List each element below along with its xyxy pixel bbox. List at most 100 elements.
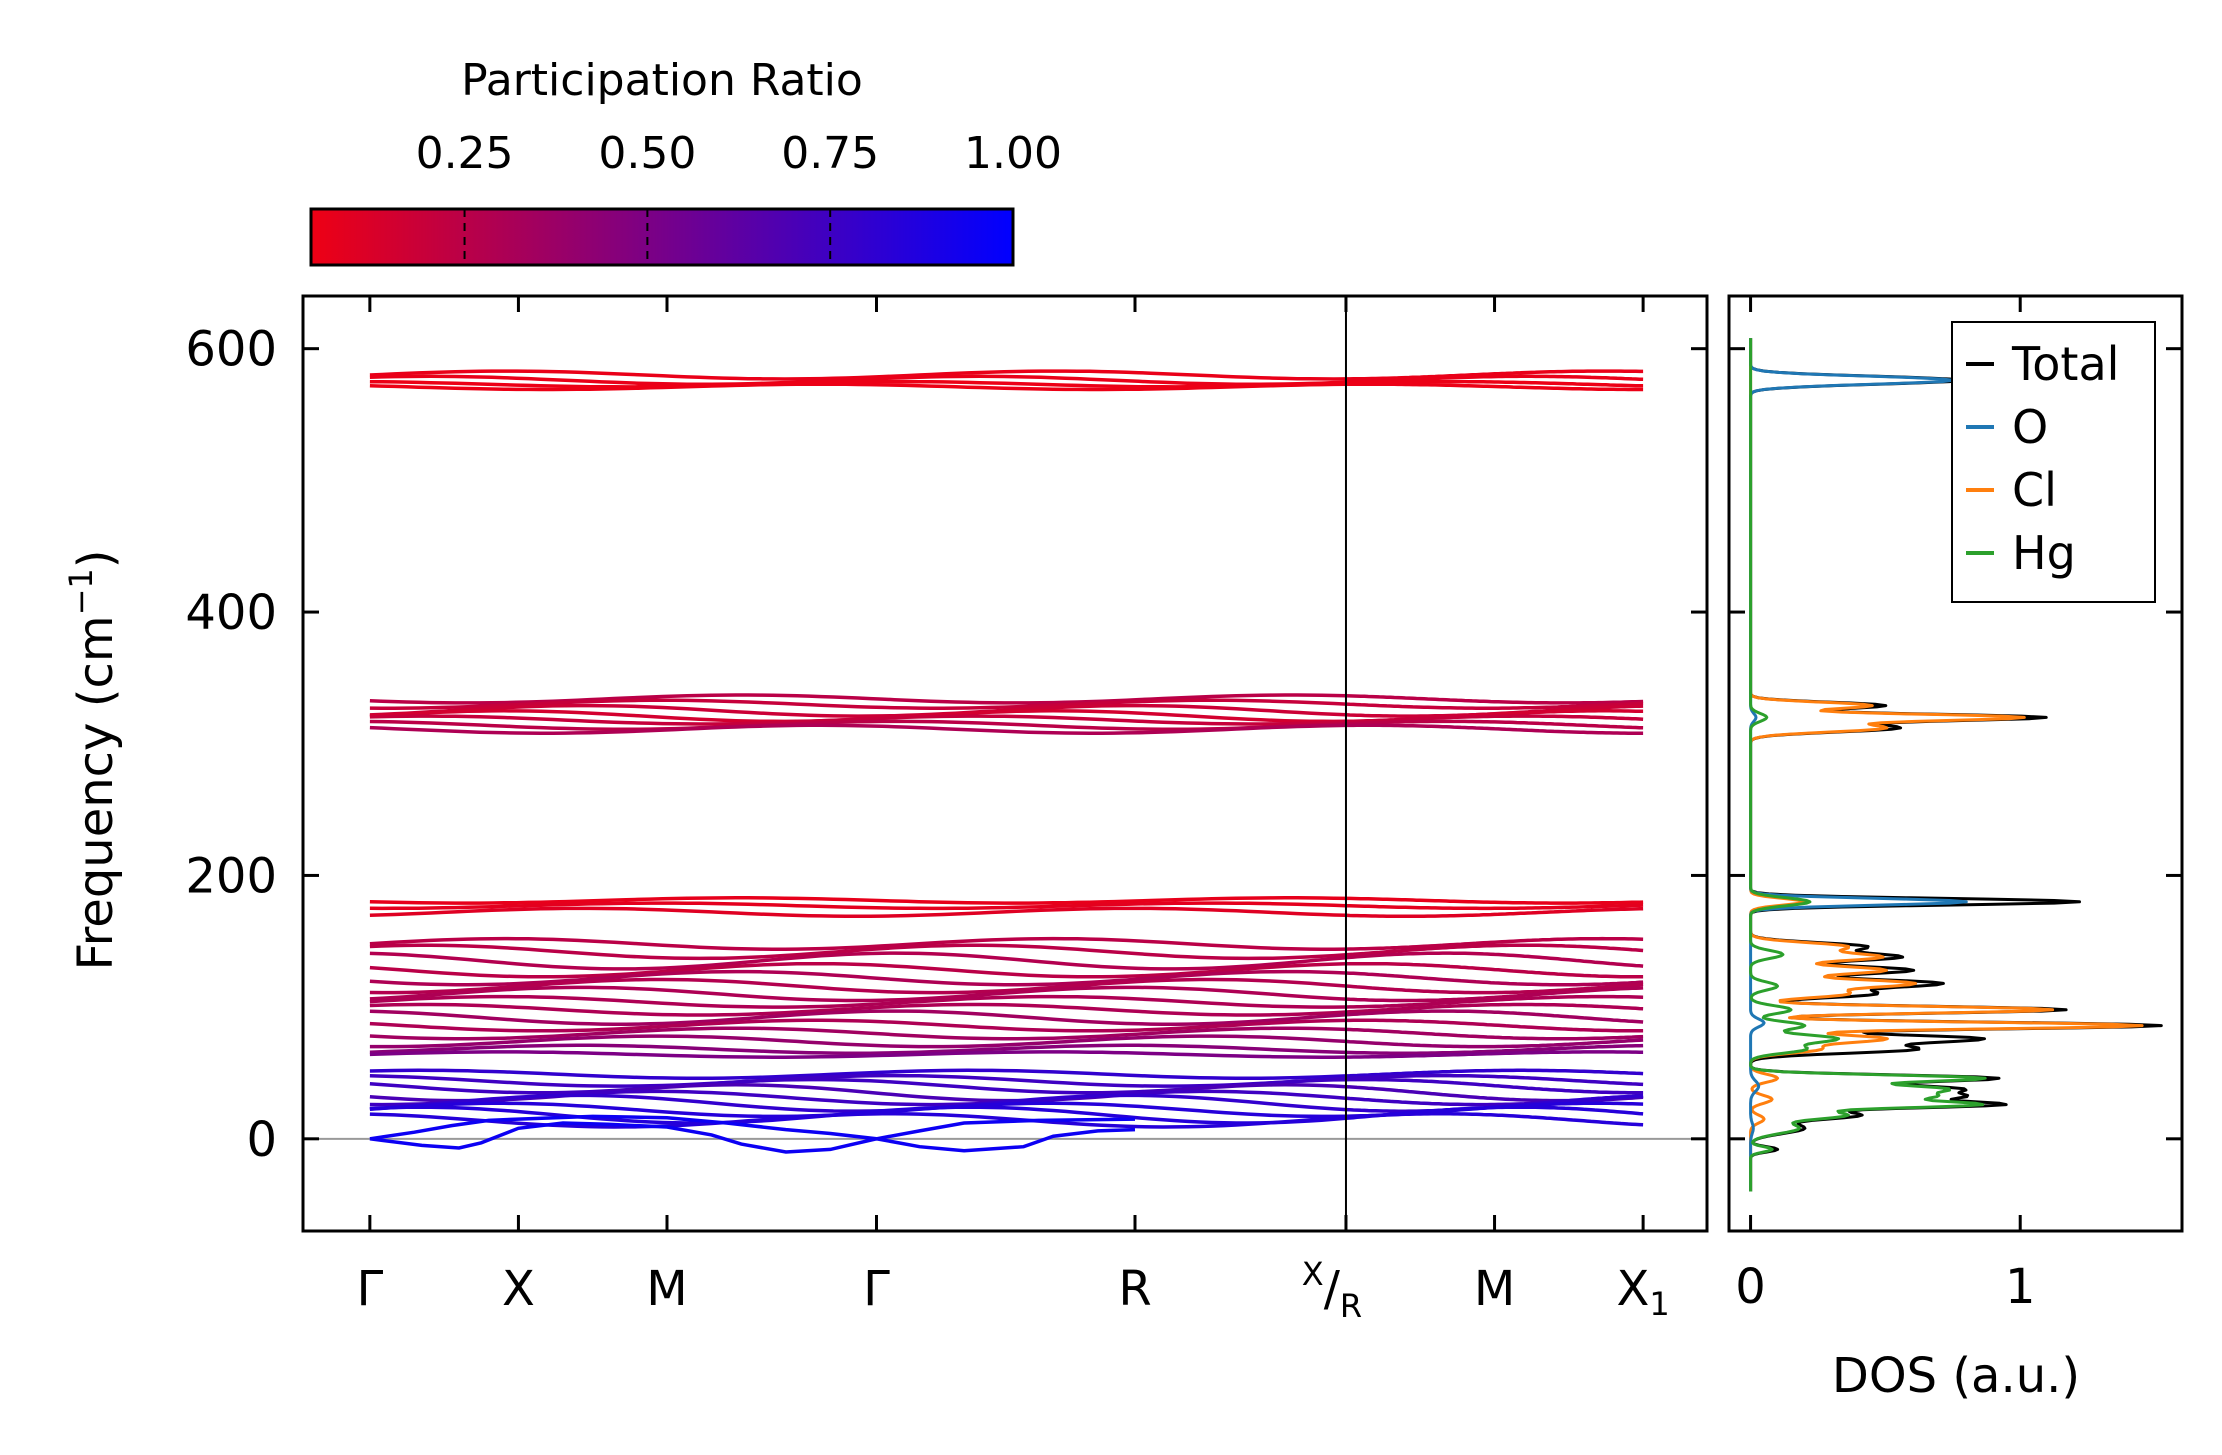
phonon-band <box>369 969 1347 987</box>
phonon-band <box>1345 1038 1644 1049</box>
k-label: X <box>502 1261 535 1317</box>
dos-axes-frame <box>1727 294 2184 1233</box>
phonon-band <box>1345 1043 1644 1055</box>
phonon-band <box>1345 971 1644 987</box>
phonon-band <box>1345 694 1644 705</box>
colorbar-tick-label: 1.00 <box>964 128 1062 179</box>
phonon-band <box>1345 379 1644 388</box>
phonon-band <box>1346 382 1644 392</box>
k-label: M <box>646 1261 687 1317</box>
phonon-band <box>1345 701 1644 710</box>
legend-label-o: O <box>2012 400 2048 454</box>
phonon-band <box>369 714 1347 726</box>
phonon-band <box>1345 994 1644 1009</box>
dos-line-o <box>1749 338 1968 1192</box>
phonon-band <box>1345 1068 1644 1078</box>
phonon-band <box>369 698 1347 710</box>
phonon-band <box>369 1034 1347 1049</box>
dos-line-hg <box>1749 338 1987 1192</box>
phonon-band <box>1345 951 1644 968</box>
phonon-band <box>369 369 1347 381</box>
band-axes: 0 200 400 600 Γ X M Γ R X/R M X1 <box>185 296 1707 1325</box>
band-axes-frame <box>301 294 1709 1233</box>
k-label: R <box>1118 1261 1151 1317</box>
phonon-band <box>1346 896 1644 905</box>
colorbar-bar <box>309 207 1015 267</box>
phonon-band <box>1345 1027 1644 1041</box>
phonon-band <box>369 896 1347 905</box>
phonon-band <box>369 1050 1347 1059</box>
phonon-band <box>369 723 1347 735</box>
phonon-band <box>369 943 1347 961</box>
legend-box <box>1951 321 2156 603</box>
y-tick-label: 0 <box>246 1112 277 1168</box>
band-ylabel: Frequency (cm−1) <box>62 549 124 970</box>
phonon-band <box>369 994 1347 1009</box>
dos-x-tick-label: 1 <box>2005 1259 2036 1315</box>
phonon-band <box>369 951 1347 971</box>
phonon-band <box>1345 1009 1644 1024</box>
phonon-band <box>369 977 1347 995</box>
phonon-band <box>369 1093 1347 1113</box>
phonon-band <box>1345 1112 1644 1127</box>
phonon-band <box>369 936 1347 951</box>
phonon-band <box>1345 1077 1644 1095</box>
phonon-band <box>1346 723 1644 735</box>
phonon-band <box>1346 369 1644 381</box>
legend-label-cl: Cl <box>2012 463 2057 517</box>
phonon-band <box>1346 1018 1644 1033</box>
phonon-band <box>1345 906 1644 919</box>
phonon-band <box>1345 1002 1644 1014</box>
phonon-band <box>369 1002 1347 1017</box>
phonon-band <box>369 1068 1347 1080</box>
phonon-band <box>1345 714 1644 724</box>
k-label: Γ <box>356 1261 383 1317</box>
phonon-band <box>369 1018 1347 1033</box>
colorbar-tick-label: 0.50 <box>598 128 696 179</box>
phonon-band <box>1345 374 1644 384</box>
y-tick-label: 600 <box>185 322 277 378</box>
y-tick-label: 400 <box>185 585 277 641</box>
phonon-band <box>369 1026 1347 1041</box>
y-tick-label: 200 <box>185 848 277 904</box>
phonon-band <box>1345 936 1644 951</box>
k-label: X/R <box>1302 1255 1362 1325</box>
phonon-band <box>369 719 1347 732</box>
k-label: M <box>1474 1261 1515 1317</box>
phonon-band <box>1345 986 1644 1003</box>
acoustic-band <box>369 1114 1136 1141</box>
dos-x-tick-label: 0 <box>1735 1259 1766 1315</box>
phonon-band <box>369 693 1347 705</box>
colorbar-title: Participation Ratio <box>461 55 863 106</box>
colorbar: Participation Ratio 0.25 0.50 0.75 1.00 <box>309 55 1062 267</box>
legend-label-hg: Hg <box>2012 526 2076 580</box>
phonon-band <box>369 382 1347 392</box>
phonon-band <box>369 1073 1347 1088</box>
band-lines <box>303 369 1707 1154</box>
phonon-band <box>1345 943 1644 957</box>
k-label: Γ <box>863 1261 890 1317</box>
dos-lines <box>1749 338 2163 1192</box>
dos-xlabel: DOS (a.u.) <box>1832 1348 2080 1404</box>
phonon-band <box>369 1009 1347 1026</box>
phonon-band <box>369 703 1347 718</box>
phonon-band <box>1346 961 1644 979</box>
phonon-band <box>369 1043 1347 1055</box>
phonon-band <box>369 985 1347 1003</box>
phonon-band <box>1345 982 1644 995</box>
phonon-band <box>369 906 1347 919</box>
phonon-band <box>369 374 1347 386</box>
phonon-band <box>369 901 1347 911</box>
k-label: X1 <box>1616 1261 1669 1323</box>
dos-legend: Total O Cl Hg <box>1951 321 2156 603</box>
legend-label-total: Total <box>2011 337 2119 391</box>
phonon-band <box>1345 719 1644 730</box>
phonon-band <box>1345 1073 1644 1087</box>
phonon-band <box>369 961 1347 979</box>
colorbar-ticks: 0.25 0.50 0.75 1.00 <box>416 128 1062 265</box>
colorbar-tick-label: 0.25 <box>416 128 514 179</box>
phonon-band <box>369 1112 1347 1129</box>
